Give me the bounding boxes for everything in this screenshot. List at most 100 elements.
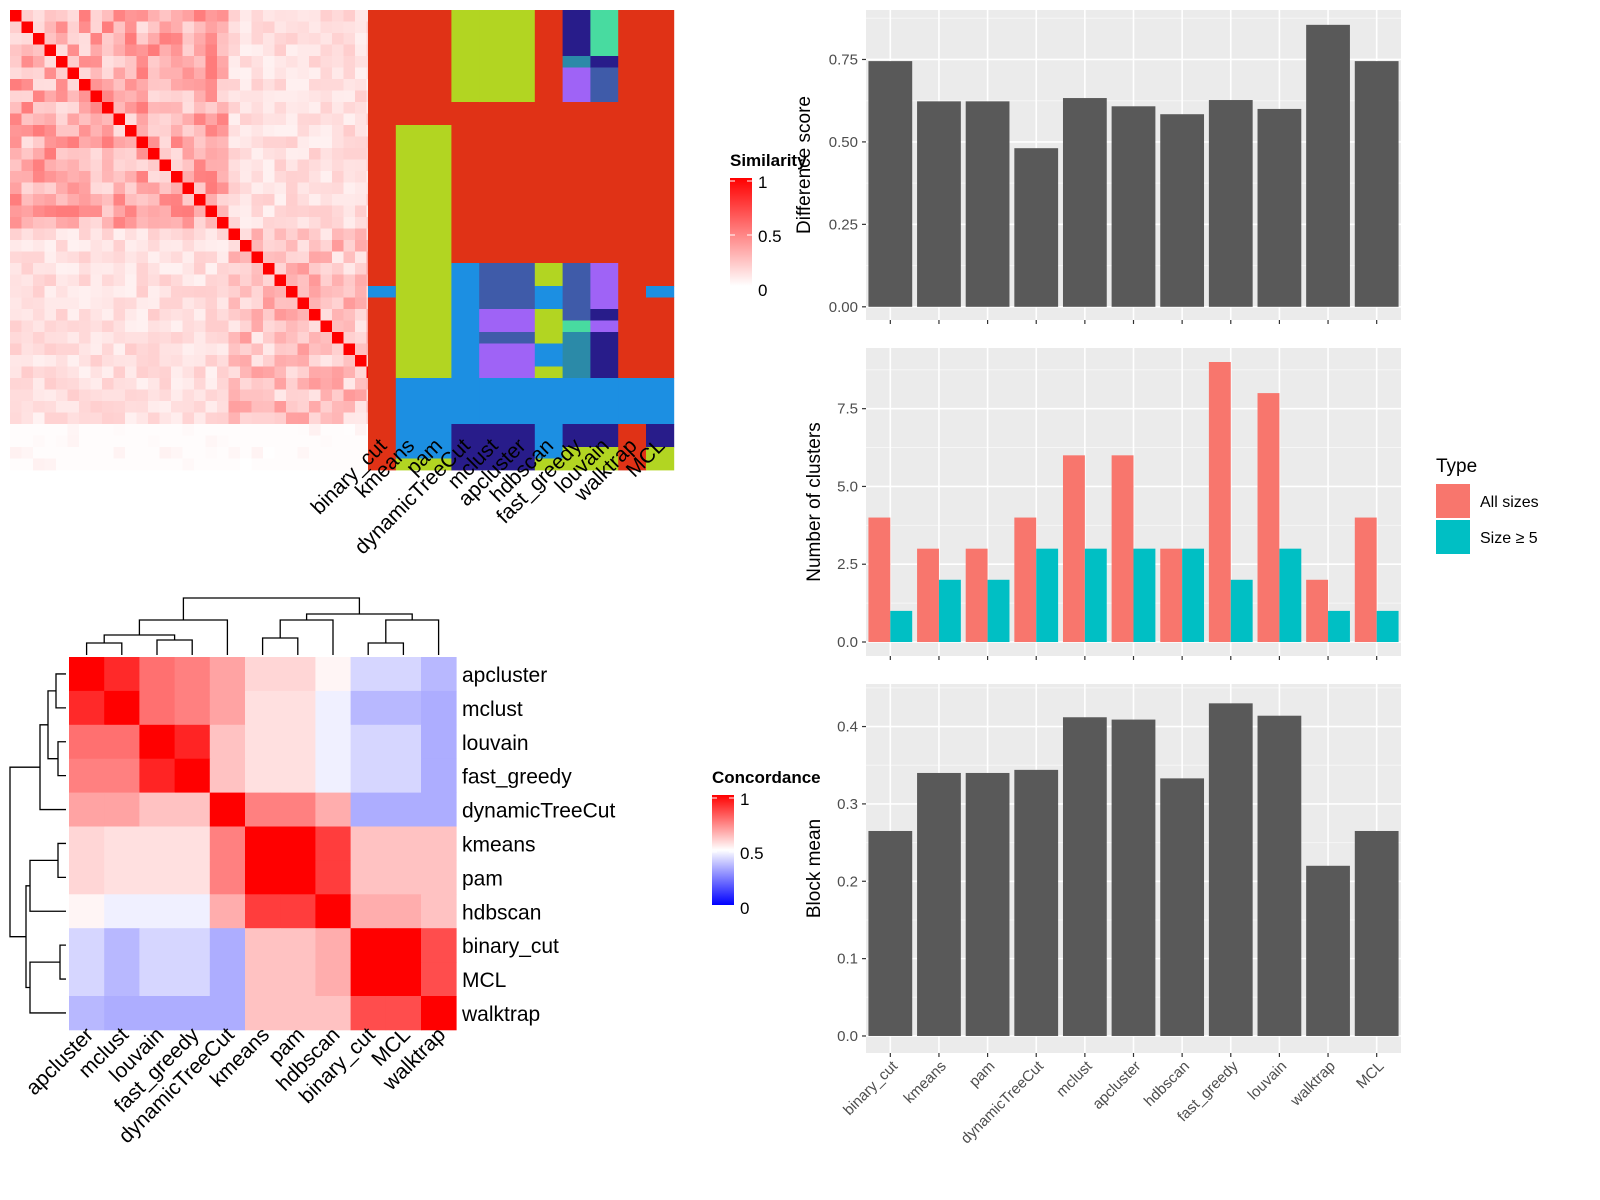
similarity-cell — [33, 125, 45, 137]
similarity-cell — [286, 251, 298, 264]
concordance-row-label: walktrap — [461, 1003, 540, 1026]
similarity-cell — [56, 171, 68, 183]
similarity-cell — [217, 274, 229, 287]
similarity-cell — [286, 136, 298, 149]
difference-score-bar — [1208, 100, 1253, 307]
similarity-cell — [10, 297, 22, 310]
similarity-cell — [10, 401, 22, 413]
similarity-cell — [228, 332, 241, 344]
similarity-cell — [10, 286, 22, 298]
similarity-cell — [79, 171, 91, 183]
similarity-cell — [136, 10, 149, 22]
similarity-cell — [171, 102, 183, 114]
type-legend-title: Type — [1436, 456, 1477, 477]
similarity-cell — [309, 171, 321, 183]
similarity-cell — [332, 56, 344, 68]
class-annotation-cell — [507, 332, 536, 344]
similarity-cell — [217, 228, 229, 241]
similarity-cell — [286, 171, 298, 183]
similarity-cell — [148, 263, 160, 275]
similarity-cell — [286, 378, 298, 390]
similarity-cell — [251, 90, 264, 103]
similarity-cell — [90, 286, 103, 298]
x-tick-label: dynamicTreeCut — [958, 1057, 1048, 1147]
similarity-cell — [56, 355, 68, 367]
similarity-cell — [67, 320, 80, 333]
concordance-cell — [385, 657, 422, 692]
similarity-cell — [33, 412, 45, 425]
similarity-cell — [79, 435, 91, 448]
similarity-cell — [286, 263, 298, 275]
similarity-cell — [21, 309, 34, 321]
similarity-cell — [171, 320, 183, 333]
similarity-cell — [44, 320, 57, 333]
similarity-cell — [125, 148, 137, 160]
similarity-cell — [217, 159, 229, 172]
similarity-cell — [33, 343, 45, 356]
row-dendrogram-link — [29, 859, 66, 912]
similarity-cell — [182, 240, 195, 252]
similarity-legend-tick: 0.5 — [758, 227, 782, 246]
similarity-cell — [355, 251, 367, 264]
similarity-cell — [309, 424, 321, 436]
similarity-cell — [355, 297, 367, 310]
similarity-cell — [56, 21, 68, 34]
similarity-cell — [113, 401, 126, 413]
similarity-legend-tick: 1 — [758, 173, 767, 192]
similarity-cell — [355, 125, 367, 137]
similarity-cell — [320, 148, 333, 160]
similarity-cell — [113, 33, 126, 45]
concordance-cell — [245, 792, 281, 827]
similarity-cell — [136, 113, 149, 126]
similarity-cell — [228, 159, 241, 172]
similarity-cell — [194, 194, 206, 206]
similarity-cell — [79, 159, 91, 172]
similarity-cell — [102, 274, 114, 287]
similarity-cell — [228, 228, 241, 241]
similarity-cell — [182, 182, 195, 195]
similarity-cell — [343, 21, 356, 34]
similarity-cell — [263, 113, 275, 126]
similarity-cell — [56, 458, 68, 471]
similarity-cell — [79, 194, 91, 206]
class-annotation-cell — [423, 125, 452, 379]
similarity-cell — [113, 274, 126, 287]
similarity-cell — [251, 217, 264, 229]
similarity-cell — [56, 228, 68, 241]
similarity-cell — [355, 113, 367, 126]
similarity-cell — [228, 412, 241, 425]
similarity-cell — [21, 286, 34, 298]
similarity-cell — [159, 412, 172, 425]
block-mean-bar — [1014, 769, 1059, 1036]
similarity-cell — [240, 194, 252, 206]
similarity-cell — [67, 33, 80, 45]
similarity-cell — [297, 194, 310, 206]
similarity-cell — [148, 458, 160, 471]
class-annotation-cell — [646, 447, 675, 471]
similarity-cell — [79, 79, 91, 91]
similarity-cell — [56, 424, 68, 436]
difference-score-bar — [1257, 108, 1302, 307]
concordance-cell — [385, 928, 422, 963]
similarity-cell — [79, 297, 91, 310]
concordance-cell — [421, 792, 457, 827]
similarity-cell — [274, 251, 287, 264]
similarity-cell — [320, 297, 333, 310]
similarity-cell — [251, 412, 264, 425]
similarity-cell — [263, 320, 275, 333]
concordance-cell — [174, 962, 211, 997]
similarity-cell — [44, 79, 57, 91]
similarity-cell — [136, 33, 149, 45]
similarity-cell — [251, 263, 264, 275]
similarity-cell — [297, 21, 310, 34]
similarity-cell — [79, 44, 91, 57]
similarity-cell — [205, 366, 218, 379]
similarity-cell — [217, 309, 229, 321]
similarity-cell — [33, 332, 45, 344]
similarity-cell — [240, 378, 252, 390]
similarity-cell — [309, 194, 321, 206]
similarity-cell — [90, 389, 103, 402]
y-tick-label: 0.75 — [829, 51, 858, 68]
similarity-cell — [343, 102, 356, 114]
